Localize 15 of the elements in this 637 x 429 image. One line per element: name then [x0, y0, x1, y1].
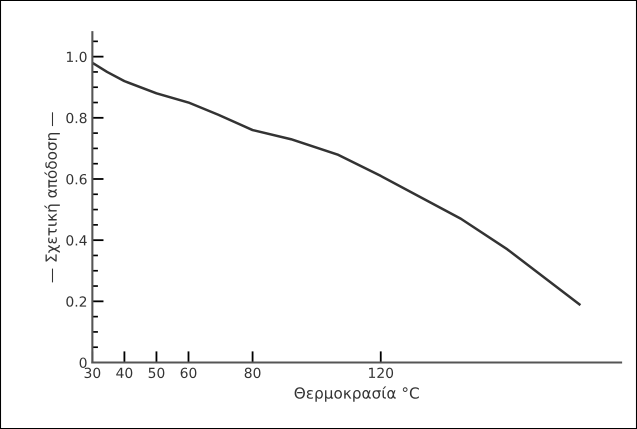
y-tick-label: 0.6: [66, 174, 87, 184]
y-tick-label: 0: [80, 357, 87, 368]
x-tick-label: 80: [244, 368, 260, 378]
y-tick-label: 0.8: [66, 112, 87, 124]
y-tick-label: 1.0: [66, 52, 87, 62]
x-tick-label: 60: [180, 368, 196, 378]
y-axis-title: — Σχετική απόδοση —: [44, 112, 60, 282]
y-tick-label: 0.2: [66, 296, 86, 307]
x-tick-label: 40: [116, 368, 132, 378]
x-tick-label: 120: [369, 368, 394, 378]
x-tick-label: 30: [84, 368, 100, 378]
x-axis-title: Θερμοκρασία °C: [294, 386, 419, 402]
x-tick-label: 50: [148, 368, 164, 378]
line-series: [92, 62, 581, 306]
y-tick-label: 0.4: [66, 235, 87, 246]
